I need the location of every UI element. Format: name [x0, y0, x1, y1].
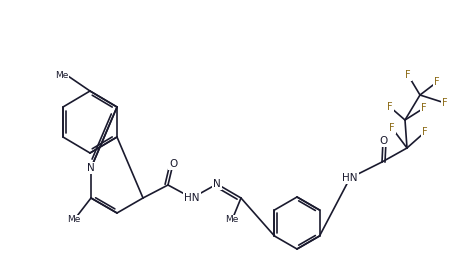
Text: N: N: [213, 179, 221, 189]
Text: N: N: [87, 163, 95, 173]
Text: F: F: [421, 103, 427, 113]
Text: HN: HN: [342, 173, 358, 183]
Text: F: F: [387, 102, 393, 112]
Text: F: F: [389, 123, 395, 133]
Text: F: F: [434, 77, 440, 87]
Text: Me: Me: [67, 215, 81, 225]
Text: F: F: [422, 127, 428, 137]
Text: Me: Me: [55, 72, 68, 80]
Text: F: F: [442, 98, 448, 108]
Text: F: F: [405, 70, 411, 80]
Text: O: O: [169, 159, 177, 169]
Text: HN: HN: [184, 193, 200, 203]
Text: Me: Me: [225, 215, 239, 225]
Text: O: O: [379, 136, 387, 146]
